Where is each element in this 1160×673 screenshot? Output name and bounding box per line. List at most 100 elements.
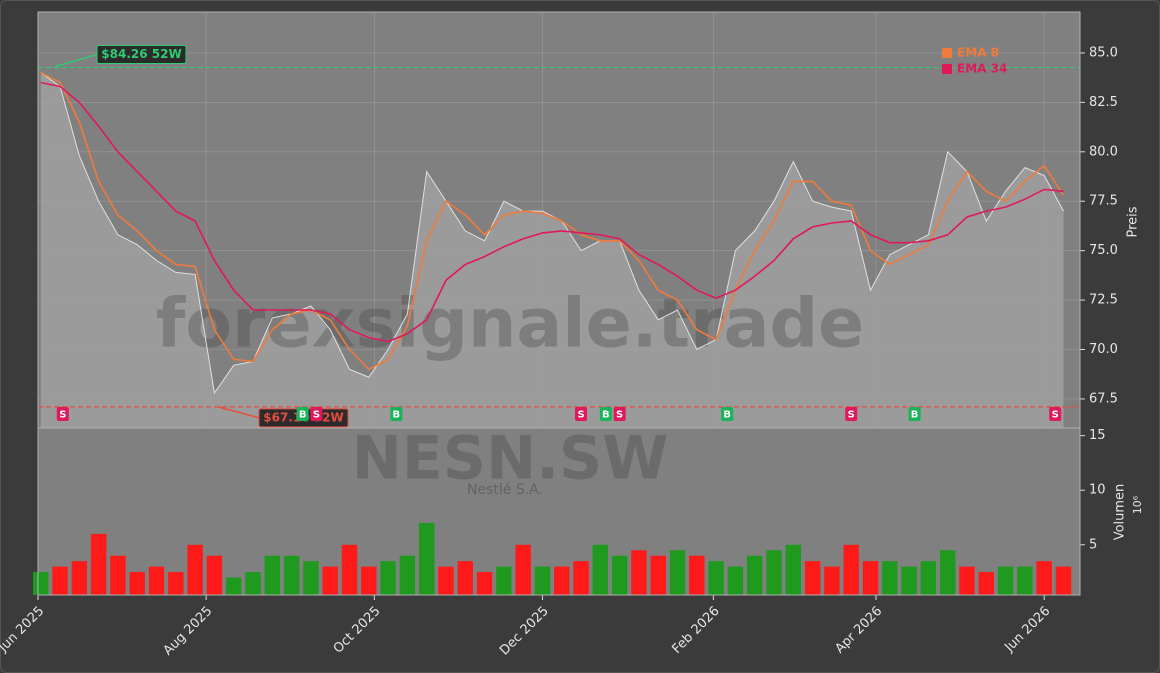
signal-marker	[1049, 407, 1062, 421]
volume-bar	[33, 572, 49, 595]
volume-bar	[226, 577, 242, 595]
volume-bar	[187, 544, 203, 595]
volume-bar	[457, 561, 473, 595]
volume-bar	[322, 566, 338, 595]
y-tick-label: 77.5	[1089, 194, 1118, 209]
signal-marker	[390, 407, 403, 421]
volume-bar	[727, 566, 744, 595]
y-tick-label: 80.0	[1089, 144, 1118, 159]
signal-label: B	[911, 410, 919, 421]
y-tick-label: 72.5	[1089, 293, 1118, 308]
signal-marker	[296, 407, 309, 421]
ema-line	[40, 81, 1064, 343]
y-axis-label: Preis	[1126, 206, 1141, 237]
volume-bar	[554, 566, 570, 595]
volume-bar	[264, 555, 281, 595]
signal-marker	[599, 407, 612, 421]
volume-bar	[380, 561, 396, 595]
volume-bar	[1017, 566, 1033, 595]
volume-bar	[110, 555, 126, 595]
volume-bar	[785, 544, 802, 595]
volume-bar	[90, 533, 107, 595]
signal-label: S	[1052, 410, 1059, 421]
volume-bar	[689, 555, 705, 595]
legend-swatch	[942, 64, 952, 74]
signal-label: B	[602, 410, 610, 421]
volume-bar	[245, 572, 261, 595]
annotation-arrow	[217, 406, 260, 419]
volume-bar	[804, 561, 821, 595]
volume-frame	[37, 427, 1081, 596]
volume-bar	[515, 544, 531, 595]
volume-bar	[901, 566, 917, 595]
volume-bar	[418, 522, 435, 595]
volume-bar	[843, 544, 859, 595]
ema-line	[40, 71, 1065, 371]
volume-bar	[1036, 561, 1052, 595]
legend-swatch	[942, 48, 952, 58]
signal-label: B	[723, 410, 731, 421]
volume-bar	[862, 561, 879, 595]
signal-marker	[56, 407, 69, 421]
y-tick-label: 85.0	[1089, 45, 1118, 60]
volume-bar	[496, 566, 512, 595]
volume-bar	[129, 572, 145, 595]
volume-bar	[669, 550, 686, 595]
volume-tick-label: 15	[1089, 428, 1106, 443]
y-tick-label: 82.5	[1089, 95, 1118, 110]
volume-axis-label: Volumen	[1113, 484, 1128, 541]
volume-bar	[206, 555, 223, 595]
volume-exponent: 10⁶	[1131, 495, 1144, 514]
volume-bar	[476, 572, 493, 595]
legend-label: EMA 34	[957, 62, 1007, 76]
volume-bar	[766, 550, 782, 595]
volume-bar	[631, 550, 647, 595]
y-tick-label: 67.5	[1089, 391, 1118, 406]
signal-label: S	[313, 410, 320, 421]
y-tick-label: 70.0	[1089, 342, 1118, 357]
signal-label: S	[616, 410, 623, 421]
signal-marker	[310, 407, 323, 421]
volume-bar	[747, 555, 763, 595]
volume-bar	[399, 555, 416, 595]
volume-bar	[978, 572, 994, 595]
annotation-label: $84.26 52W	[101, 47, 181, 61]
volume-bar	[920, 561, 937, 595]
volume-bar	[361, 566, 377, 595]
volume-bar	[708, 561, 724, 595]
volume-bar	[52, 566, 68, 595]
watermark-ticker: NESN.SW	[352, 424, 669, 494]
watermark-company: Nestlé S.A.	[467, 482, 543, 498]
signal-marker	[908, 407, 921, 421]
volume-bar	[882, 561, 898, 595]
legend-label: EMA 8	[957, 46, 999, 60]
signal-marker	[613, 407, 626, 421]
volume-tick-label: 5	[1089, 537, 1097, 552]
y-tick-label: 75.0	[1089, 243, 1118, 258]
signal-label: S	[848, 410, 855, 421]
volume-tick-label: 10	[1089, 483, 1106, 498]
volume-bar	[650, 555, 666, 595]
annotation-arrow	[54, 53, 98, 68]
watermark: forexsignale.trade	[156, 285, 865, 364]
volume-bar	[1055, 566, 1072, 595]
volume-bar	[997, 566, 1014, 595]
volume-bar	[341, 544, 358, 595]
volume-bar	[148, 566, 165, 595]
signal-label: S	[577, 410, 584, 421]
annotation-box	[96, 45, 187, 65]
volume-bar	[71, 561, 88, 595]
signal-marker	[845, 407, 858, 421]
signal-label: B	[299, 410, 307, 421]
volume-bar	[438, 566, 454, 595]
volume-bar	[534, 566, 551, 595]
volume-bar	[939, 550, 956, 595]
signal-label: B	[393, 410, 401, 421]
volume-bar	[283, 555, 300, 595]
price-area	[40, 72, 1064, 428]
volume-bar	[303, 561, 319, 595]
signal-label: S	[59, 410, 66, 421]
volume-bar	[611, 555, 628, 595]
volume-bar	[168, 572, 184, 595]
